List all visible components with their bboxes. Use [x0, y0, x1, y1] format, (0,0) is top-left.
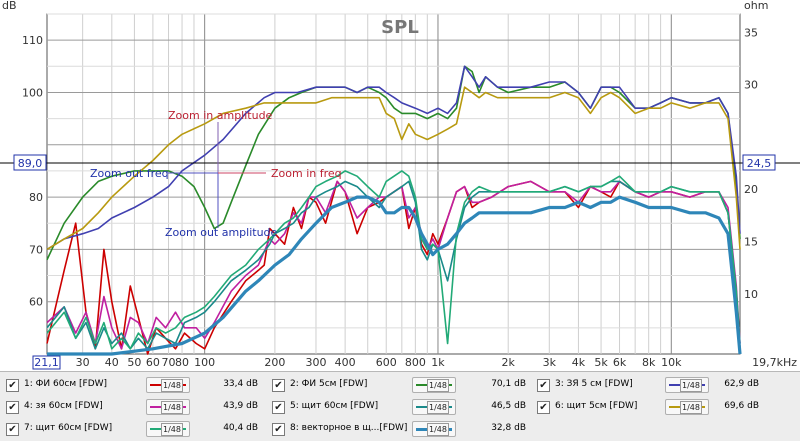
x-tick-label: 10k: [661, 356, 682, 369]
checkbox-series-6[interactable]: ✔: [537, 401, 550, 414]
legend-value: 69,6 dB: [724, 401, 759, 411]
x-tick-label: 200: [264, 356, 285, 369]
series-line-2: [46, 65, 741, 261]
legend-entry-1[interactable]: ✔ 1: ФИ 60см [FDW] 1/48 33,4 dB: [6, 377, 266, 395]
checkbox-series-8[interactable]: ✔: [272, 423, 285, 436]
series-line-3: [46, 65, 741, 251]
legend-entry-5[interactable]: ✔ 5: щит 60см [FDW] 1/48 46,5 dB: [272, 399, 534, 417]
x-tick-label: 6k: [613, 356, 627, 369]
plot-area[interactable]: [46, 13, 741, 355]
checkbox-series-3[interactable]: ✔: [537, 379, 550, 392]
spl-chart[interactable]: SPL dB ohm 110 100 80 70 60 35 30 20 15 10 30 40 50 60 70…: [0, 0, 800, 371]
legend-label: 2: ФИ 5см [FDW]: [290, 379, 368, 389]
legend-label: 5: щит 60см [FDW]: [290, 401, 379, 411]
legend-value: 62,9 dB: [724, 379, 759, 389]
x-min-label: 21,1: [34, 356, 59, 369]
legend-label: 6: щит 5см [FDW]: [555, 401, 638, 411]
smoothing-button[interactable]: 1/48: [146, 421, 190, 437]
legend-row-2: ✔ 4: зя 60см [FDW] 1/48 43,9 dB ✔ 5: щит…: [0, 398, 800, 418]
x-tick-label: 40: [105, 356, 119, 369]
x-tick-label: 60: [146, 356, 160, 369]
series-line-8: [47, 195, 742, 356]
x-tick-label: 19,7kHz: [752, 356, 797, 369]
checkbox-series-2[interactable]: ✔: [272, 379, 285, 392]
x-tick-label: 5k: [594, 356, 608, 369]
x-tick-label: 400: [335, 356, 356, 369]
legend-entry-6[interactable]: ✔ 6: щит 5см [FDW] 1/48 69,6 dB: [537, 399, 799, 417]
x-tick-label: 2k: [502, 356, 516, 369]
zoom-out-freq-label: Zoom out freq: [90, 167, 169, 180]
x-tick-label: 100: [194, 356, 215, 369]
y-tick-label-left: 110: [22, 34, 43, 47]
smoothing-button[interactable]: 1/48: [146, 377, 190, 393]
x-tick-label: 800: [405, 356, 426, 369]
x-tick-label: 80: [175, 356, 189, 369]
y-tick-label-left: 100: [22, 86, 43, 99]
smoothing-button[interactable]: 1/48: [412, 421, 456, 437]
legend-entry-8[interactable]: ✔ 8: векторное в щ...[FDW] 1/48 32,8 dB: [272, 421, 534, 439]
y-tick-label-left: 80: [29, 191, 43, 204]
x-tick-label: 70: [162, 356, 176, 369]
x-tick-label: 3k: [543, 356, 557, 369]
series-line-7: [46, 170, 741, 350]
legend-row-1: ✔ 1: ФИ 60см [FDW] 1/48 33,4 dB ✔ 2: ФИ …: [0, 376, 800, 396]
cursor-left-box[interactable]: [13, 154, 47, 171]
y-axis-unit-right: ohm: [744, 0, 768, 12]
x-tick-label: 30: [76, 356, 90, 369]
legend-label: 4: зя 60см [FDW]: [24, 401, 103, 411]
y-tick-label-right: 15: [744, 236, 758, 249]
legend-value: 70,1 dB: [491, 379, 526, 389]
zoom-in-freq-label: Zoom in freq: [271, 167, 342, 180]
legend-label: 7: щит 60см [FDW]: [24, 423, 113, 433]
legend-value: 32,8 dB: [491, 423, 526, 433]
chart-title: SPL: [381, 17, 419, 38]
x-tick-label: 8k: [642, 356, 656, 369]
cursor-right-box[interactable]: [742, 154, 776, 171]
smoothing-button[interactable]: 1/48: [146, 399, 190, 415]
smoothing-button[interactable]: 1/48: [665, 399, 709, 415]
y-tick-label-right: 10: [744, 288, 758, 301]
legend-entry-3[interactable]: ✔ 3: ЗЯ 5 см [FDW] 1/48 62,9 dB: [537, 377, 799, 395]
legend-label: 3: ЗЯ 5 см [FDW]: [555, 379, 633, 389]
legend-value: 33,4 dB: [223, 379, 258, 389]
legend-value: 43,9 dB: [223, 401, 258, 411]
legend-value: 40,4 dB: [223, 423, 258, 433]
checkbox-series-1[interactable]: ✔: [6, 379, 19, 392]
smoothing-button[interactable]: 1/48: [412, 399, 456, 415]
cursor-value-left: 89,0: [18, 157, 43, 170]
legend-entry-7[interactable]: ✔ 7: щит 60см [FDW] 1/48 40,4 dB: [6, 421, 266, 439]
y-tick-label-right: 30: [744, 79, 758, 92]
y-tick-label-left: 60: [29, 296, 43, 309]
checkbox-series-5[interactable]: ✔: [272, 401, 285, 414]
x-tick-label: 300: [305, 356, 326, 369]
zoom-in-amplitude-label: Zoom in amplitude: [168, 109, 273, 122]
x-tick-label: 50: [127, 356, 141, 369]
legend-value: 46,5 dB: [491, 401, 526, 411]
legend-entry-4[interactable]: ✔ 4: зя 60см [FDW] 1/48 43,9 dB: [6, 399, 266, 417]
x-min-box[interactable]: [32, 355, 61, 370]
smoothing-button[interactable]: 1/48: [412, 377, 456, 393]
legend-row-3: ✔ 7: щит 60см [FDW] 1/48 40,4 dB ✔ 8: ве…: [0, 420, 800, 440]
legend-label: 8: векторное в щ...[FDW]: [290, 423, 408, 433]
y-tick-label-left: 70: [29, 243, 43, 256]
legend-entry-2[interactable]: ✔ 2: ФИ 5см [FDW] 1/48 70,1 dB: [272, 377, 534, 395]
x-tick-label: 4k: [572, 356, 586, 369]
zoom-out-amplitude-label: Zoom out amplitude: [165, 226, 278, 239]
y-tick-label-right: 35: [744, 26, 758, 39]
checkbox-series-4[interactable]: ✔: [6, 401, 19, 414]
smoothing-button[interactable]: 1/48: [665, 377, 709, 393]
legend-label: 1: ФИ 60см [FDW]: [24, 379, 108, 389]
series-line-6: [46, 86, 741, 251]
x-tick-label: 600: [376, 356, 397, 369]
cursor-value-right: 24,5: [747, 157, 772, 170]
legend-panel: ✔ 1: ФИ 60см [FDW] 1/48 33,4 dB ✔ 2: ФИ …: [0, 371, 800, 441]
y-tick-label-right: 20: [744, 183, 758, 196]
x-tick-label: 1k: [431, 356, 445, 369]
y-axis-unit-left: dB: [2, 0, 17, 12]
checkbox-series-7[interactable]: ✔: [6, 423, 19, 436]
